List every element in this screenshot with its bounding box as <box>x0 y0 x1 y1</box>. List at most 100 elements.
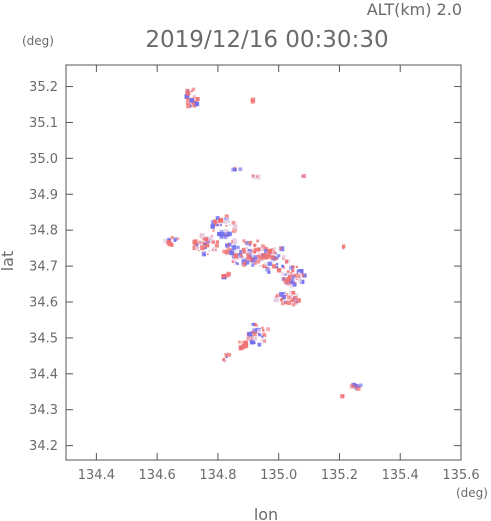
echo-point <box>284 300 288 304</box>
echo-point <box>296 269 301 274</box>
echo-point <box>270 255 275 260</box>
echo-point <box>257 342 262 347</box>
y-tick-label: 35.0 <box>29 152 58 167</box>
echo-point <box>291 294 294 297</box>
echo-point <box>225 243 229 248</box>
echo-point <box>292 299 295 302</box>
echo-point <box>298 276 302 280</box>
echo-point <box>200 245 205 251</box>
echo-point <box>235 262 237 264</box>
echo-point <box>286 281 291 286</box>
echo-point <box>287 295 291 300</box>
y-unit-label: (deg) <box>22 34 54 48</box>
echo-point <box>229 250 235 256</box>
echo-point <box>184 94 190 99</box>
echo-point <box>208 235 214 241</box>
echo-point <box>170 235 174 240</box>
echo-point <box>188 98 191 100</box>
echo-point <box>235 261 237 264</box>
echo-point <box>194 101 200 107</box>
altitude-label: ALT(km) 2.0 <box>367 0 462 19</box>
echo-point <box>225 353 228 356</box>
echo-point <box>224 214 229 219</box>
echo-point <box>296 298 301 303</box>
echo-point <box>276 262 279 265</box>
echo-point <box>349 384 355 389</box>
echo-point <box>295 265 298 268</box>
echo-point <box>245 250 251 255</box>
echo-point <box>245 247 249 250</box>
y-tick-label: 34.6 <box>29 296 58 311</box>
echo-point <box>292 278 296 282</box>
echo-point <box>251 263 255 267</box>
echo-point <box>289 290 293 295</box>
echo-point <box>193 94 196 97</box>
echo-point <box>189 96 192 100</box>
echo-point <box>265 267 270 272</box>
echo-point <box>251 258 257 264</box>
echo-point <box>250 253 254 256</box>
x-tick-label: 135.2 <box>321 468 358 483</box>
echo-point <box>208 249 211 253</box>
echo-point <box>193 239 198 244</box>
echo-point <box>213 221 219 227</box>
echo-point <box>251 174 255 178</box>
echo-point <box>251 322 255 326</box>
echo-point <box>291 277 295 280</box>
echo-point <box>248 241 253 245</box>
echo-point <box>224 229 229 234</box>
echo-point <box>217 231 222 236</box>
echo-point <box>250 335 255 340</box>
echo-point <box>288 299 291 302</box>
echo-point <box>286 300 292 305</box>
echo-point <box>245 241 251 246</box>
echo-point <box>290 297 295 302</box>
y-tick-label: 34.9 <box>29 188 58 203</box>
echo-point <box>277 254 281 258</box>
plot-frame <box>65 64 462 461</box>
echo-point <box>199 240 204 246</box>
echo-point <box>250 330 254 334</box>
echo-point <box>267 248 273 254</box>
y-tick-label: 34.8 <box>29 224 58 239</box>
echo-point <box>266 254 271 259</box>
echo-point <box>242 344 246 349</box>
echo-point <box>176 237 180 240</box>
echo-point <box>225 224 228 227</box>
echo-point <box>279 298 283 302</box>
echo-point <box>221 274 226 279</box>
echo-point <box>253 261 257 265</box>
echo-point <box>222 249 227 254</box>
echo-point <box>253 251 256 254</box>
echo-point <box>298 279 302 284</box>
echo-point <box>242 256 246 260</box>
echo-point <box>253 249 257 253</box>
echo-point <box>273 251 277 255</box>
echo-point <box>281 264 284 268</box>
x-axis-label: lon <box>254 505 278 521</box>
echo-point <box>342 396 345 398</box>
echo-point <box>201 250 203 252</box>
echo-point <box>224 254 227 256</box>
echo-point <box>241 340 247 346</box>
axis-ticks: 134.4 134.6 134.8 135.0 135.2 135.4 135.6 34.2 3… <box>29 65 480 483</box>
echo-point <box>236 262 239 265</box>
echo-point <box>256 259 261 264</box>
echo-point <box>283 277 286 280</box>
echo-point <box>242 250 246 254</box>
echo-point <box>186 98 189 101</box>
y-tick-label: 34.5 <box>29 331 58 346</box>
echo-point <box>342 244 346 248</box>
echo-point <box>276 293 280 298</box>
echo-point <box>238 167 243 172</box>
echo-point <box>280 301 285 306</box>
echo-point <box>167 241 173 247</box>
y-tick-label: 34.2 <box>29 439 58 454</box>
echo-point <box>232 259 236 263</box>
echo-point <box>260 247 265 252</box>
echo-point <box>261 253 267 258</box>
echo-point <box>211 248 214 251</box>
echo-point <box>257 254 261 259</box>
echo-point <box>215 240 220 244</box>
